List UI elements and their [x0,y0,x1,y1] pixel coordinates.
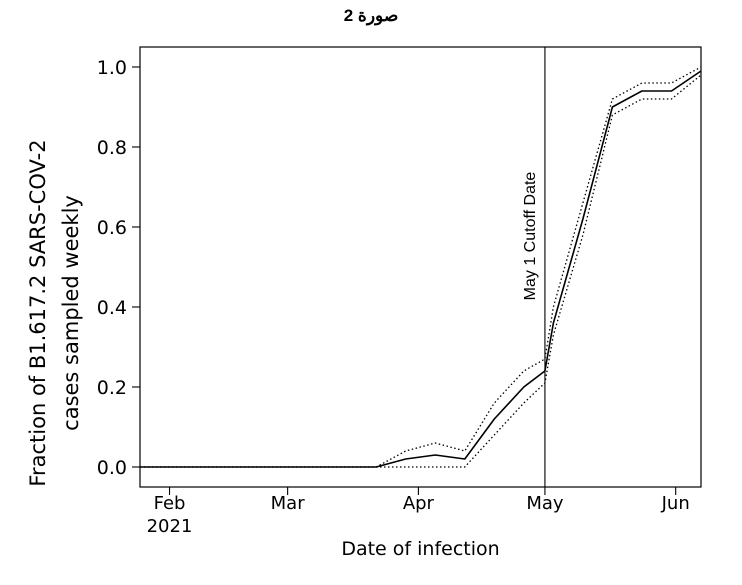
y-tick-label: 0.8 [97,137,127,159]
y-axis-title-line-1: Fraction of B1.617.2 SARS-COV-2 [26,139,50,486]
y-axis-title-line-2: cases sampled weekly [59,195,83,431]
cutoff-layer: May 1 Cutoff Date [522,47,546,487]
y-tick-label: 0.6 [97,217,127,239]
y-tick-label: 1.0 [97,57,127,79]
plot-frame [139,46,702,488]
x-tick-label: Feb [154,493,186,514]
series-line-estimate [140,70,702,468]
y-tick-label: 0.4 [97,297,127,319]
y-tick-label: 0.2 [97,377,127,399]
cutoff-label: May 1 Cutoff Date [522,172,539,301]
series-line-lower [140,74,702,468]
x-tick-label: May [526,493,564,514]
x-axis-title: Date of infection [341,538,499,560]
x-tick-sublabel: 2021 [147,516,193,537]
figure-title: صورة 2 [343,6,399,25]
y-tick-label: 0.0 [97,457,127,479]
series-layer [140,66,702,468]
x-tick-label: Mar [271,493,306,514]
series-line-upper [140,66,702,468]
y-axis: 0.0 0.2 0.4 0.6 0.8 1.0 [97,57,140,479]
x-tick-label: Jun [661,493,690,514]
x-tick-label: Apr [403,493,435,514]
